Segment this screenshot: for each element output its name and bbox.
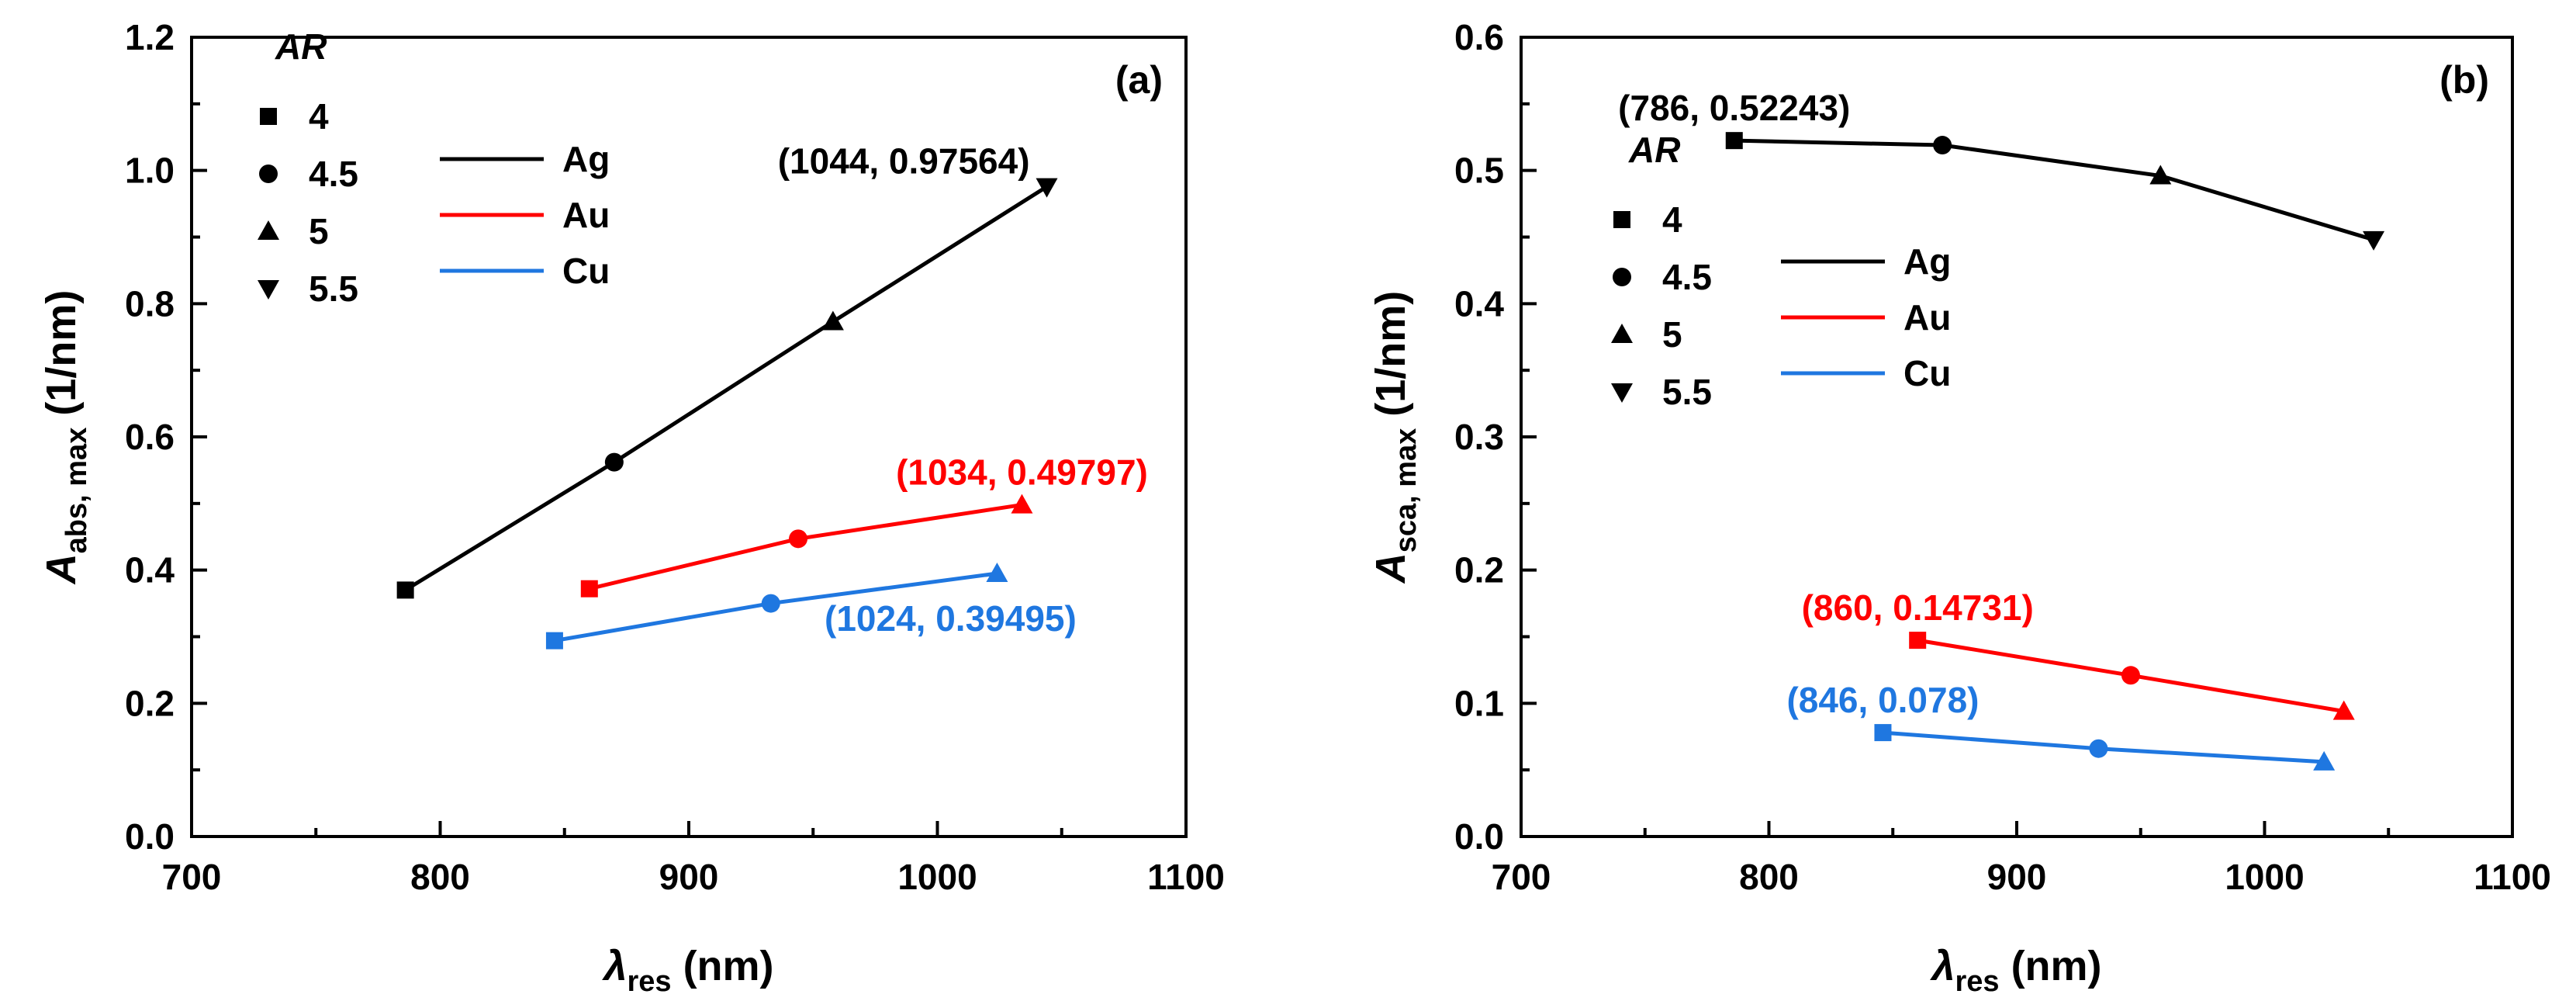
value-annotation: (786, 0.52243) xyxy=(1618,88,1850,128)
value-annotation: (1024, 0.39495) xyxy=(825,598,1077,639)
x-axis-symbol: λ xyxy=(1929,943,1955,989)
legend-label: Cu xyxy=(1903,353,1951,393)
legend-title: AR xyxy=(1628,130,1680,170)
x-tick-label: 900 xyxy=(1987,857,2047,897)
x-tick-label: 1100 xyxy=(2474,857,2551,897)
data-point-au-circle xyxy=(789,529,808,549)
y-tick-label: 1.0 xyxy=(125,151,175,191)
data-point-ag-square xyxy=(1725,132,1743,150)
x-tick-label: 700 xyxy=(162,857,222,897)
data-point-cu-square xyxy=(545,632,563,649)
y-axis-subscript: abs, max xyxy=(61,428,93,554)
legend-label: Cu xyxy=(562,251,610,291)
y-tick-label: 0.5 xyxy=(1454,151,1504,191)
legend-label: Au xyxy=(1903,297,1951,338)
x-tick-label: 1100 xyxy=(1147,857,1225,897)
y-axis-unit: (1/nm) xyxy=(38,290,85,428)
legend-marker-square xyxy=(1613,211,1630,228)
y-tick-label: 0.1 xyxy=(1454,683,1504,723)
data-point-ag-triangle-down xyxy=(1036,178,1058,198)
y-axis-title: Asca, max (1/nm) xyxy=(1368,291,1423,585)
data-point-au-square xyxy=(580,580,598,598)
y-tick-label: 0.2 xyxy=(125,683,175,723)
data-point-au-triangle-up xyxy=(2332,700,2355,720)
y-tick-label: 0.3 xyxy=(1454,417,1504,457)
data-point-cu-triangle-up xyxy=(986,563,1008,583)
legend-label: Ag xyxy=(1903,241,1951,282)
x-axis-title: λres (nm) xyxy=(1929,943,2101,998)
y-tick-label: 0.0 xyxy=(1454,816,1504,857)
y-tick-label: 0.4 xyxy=(125,550,175,591)
data-point-cu-circle xyxy=(2089,739,2108,758)
panel-label: (a) xyxy=(1115,58,1163,102)
panel-label: (b) xyxy=(2439,58,2489,102)
value-annotation: (1034, 0.49797) xyxy=(896,452,1148,493)
legend-marker-square xyxy=(260,108,277,125)
legend-marker-triangle-up xyxy=(1611,324,1633,343)
y-tick-label: 1.2 xyxy=(125,17,175,57)
data-point-au-triangle-up xyxy=(1011,494,1033,514)
data-point-ag-circle xyxy=(1933,136,1952,155)
x-tick-label: 1000 xyxy=(2225,857,2304,897)
panel-a: 700 800 900 1000 1100 0.0 0.2 0.4 0.6 0.8 1.0 1.2 (1… xyxy=(38,17,1225,998)
data-point-au-circle xyxy=(2121,666,2140,685)
data-point-ag-triangle-up xyxy=(821,310,844,331)
data-point-cu-square xyxy=(1874,724,1892,742)
x-axis-subscript: res xyxy=(628,965,672,998)
y-axis-symbol: A xyxy=(38,553,85,585)
legend-label: Ag xyxy=(562,139,610,179)
legend-label: 5.5 xyxy=(1662,372,1712,412)
y-tick-label: 0.6 xyxy=(1454,17,1504,57)
series-line-au xyxy=(589,503,1022,591)
y-tick-label: 0.6 xyxy=(125,417,175,457)
legend-marker-circle xyxy=(1613,268,1631,286)
y-axis-unit: (1/nm) xyxy=(1368,291,1414,428)
legend-marker-triangle-down xyxy=(1611,383,1633,403)
y-axis-title: Aabs, max (1/nm) xyxy=(38,290,93,586)
data-point-ag-triangle-down xyxy=(2363,230,2385,251)
legend-marker-triangle-up xyxy=(258,220,279,240)
value-annotation: (860, 0.14731) xyxy=(1802,587,2034,628)
x-tick-label: 900 xyxy=(659,857,719,897)
y-axis-symbol: A xyxy=(1368,552,1414,584)
panel-b: 700 800 900 1000 1100 0.0 0.1 0.2 0.3 0.4 0.5 0.6 (7… xyxy=(1368,17,2551,998)
x-axis-title: λres (nm) xyxy=(601,943,773,998)
legend-label: 4 xyxy=(1662,199,1682,240)
data-point-au-square xyxy=(1909,632,1927,649)
y-tick-label: 0.0 xyxy=(125,816,175,857)
legend-marker-triangle-down xyxy=(258,280,279,300)
x-axis-symbol: λ xyxy=(601,943,627,989)
y-tick-label: 0.4 xyxy=(1454,283,1504,324)
y-axis-subscript: sca, max xyxy=(1390,428,1423,553)
value-annotation: (846, 0.078) xyxy=(1786,680,1979,720)
series-line-ag xyxy=(1734,138,2374,242)
legend-label: Au xyxy=(562,195,610,235)
y-tick-label: 0.8 xyxy=(125,283,175,324)
x-tick-label: 800 xyxy=(410,857,470,897)
legend-title: AR xyxy=(275,26,327,67)
legend-label: 4 xyxy=(309,96,329,137)
x-axis-unit: (nm) xyxy=(672,943,774,989)
series-line-ag xyxy=(404,185,1048,592)
legend-label: 5.5 xyxy=(309,268,358,309)
legend-label: 5 xyxy=(1662,314,1682,355)
data-point-ag-triangle-up xyxy=(2149,165,2172,185)
x-tick-label: 800 xyxy=(1739,857,1799,897)
x-axis-subscript: res xyxy=(1955,965,2000,998)
legend-label: 4.5 xyxy=(309,154,358,194)
legend-marker-circle xyxy=(259,165,278,183)
data-point-cu-circle xyxy=(761,594,780,613)
x-axis-unit: (nm) xyxy=(2000,943,2102,989)
data-point-ag-square xyxy=(396,581,414,599)
x-tick-label: 700 xyxy=(1492,857,1551,897)
legend-label: 5 xyxy=(309,211,329,251)
data-point-cu-triangle-up xyxy=(2313,750,2336,771)
legend-label: 4.5 xyxy=(1662,257,1712,297)
y-tick-label: 0.2 xyxy=(1454,550,1504,591)
x-tick-label: 1000 xyxy=(897,857,977,897)
value-annotation: (1044, 0.97564) xyxy=(778,141,1030,182)
data-point-ag-circle xyxy=(604,452,624,472)
